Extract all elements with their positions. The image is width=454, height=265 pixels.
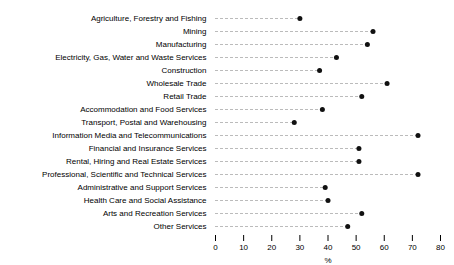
svg-text:Transport, Postal and Warehous: Transport, Postal and Warehousing: [81, 118, 206, 127]
svg-text:70: 70: [408, 243, 417, 252]
svg-text:Manufacturing: Manufacturing: [156, 40, 207, 49]
svg-text:20: 20: [267, 243, 276, 252]
svg-text:80: 80: [436, 243, 445, 252]
svg-text:Agriculture, Forestry and Fish: Agriculture, Forestry and Fishing: [91, 14, 207, 23]
svg-text:Information Media and Telecomm: Information Media and Telecommunications: [52, 131, 206, 140]
svg-text:10: 10: [239, 243, 248, 252]
svg-text:Mining: Mining: [183, 27, 207, 36]
svg-text:Financial and Insurance Servic: Financial and Insurance Services: [89, 144, 207, 153]
svg-text:Health Care and Social Assista: Health Care and Social Assistance: [84, 196, 207, 205]
svg-text:Wholesale Trade: Wholesale Trade: [146, 79, 207, 88]
svg-text:%: %: [324, 256, 331, 265]
svg-text:50: 50: [352, 243, 361, 252]
svg-text:Construction: Construction: [162, 66, 207, 75]
svg-text:60: 60: [380, 243, 389, 252]
svg-text:30: 30: [295, 243, 304, 252]
svg-text:Other Services: Other Services: [154, 222, 207, 231]
svg-text:Retail Trade: Retail Trade: [163, 92, 207, 101]
svg-text:Arts and Recreation Services: Arts and Recreation Services: [103, 209, 207, 218]
svg-text:Administrative and Support Ser: Administrative and Support Services: [78, 183, 207, 192]
svg-text:Rental, Hiring and Real Estate: Rental, Hiring and Real Estate Services: [66, 157, 207, 166]
svg-text:40: 40: [324, 243, 333, 252]
svg-text:Professional, Scientific and T: Professional, Scientific and Technical S…: [42, 170, 206, 179]
svg-text:Electricity, Gas, Water and Wa: Electricity, Gas, Water and Waste Servic…: [55, 53, 206, 62]
svg-text:0: 0: [213, 243, 218, 252]
svg-text:Accommodation and Food Service: Accommodation and Food Services: [80, 105, 206, 114]
